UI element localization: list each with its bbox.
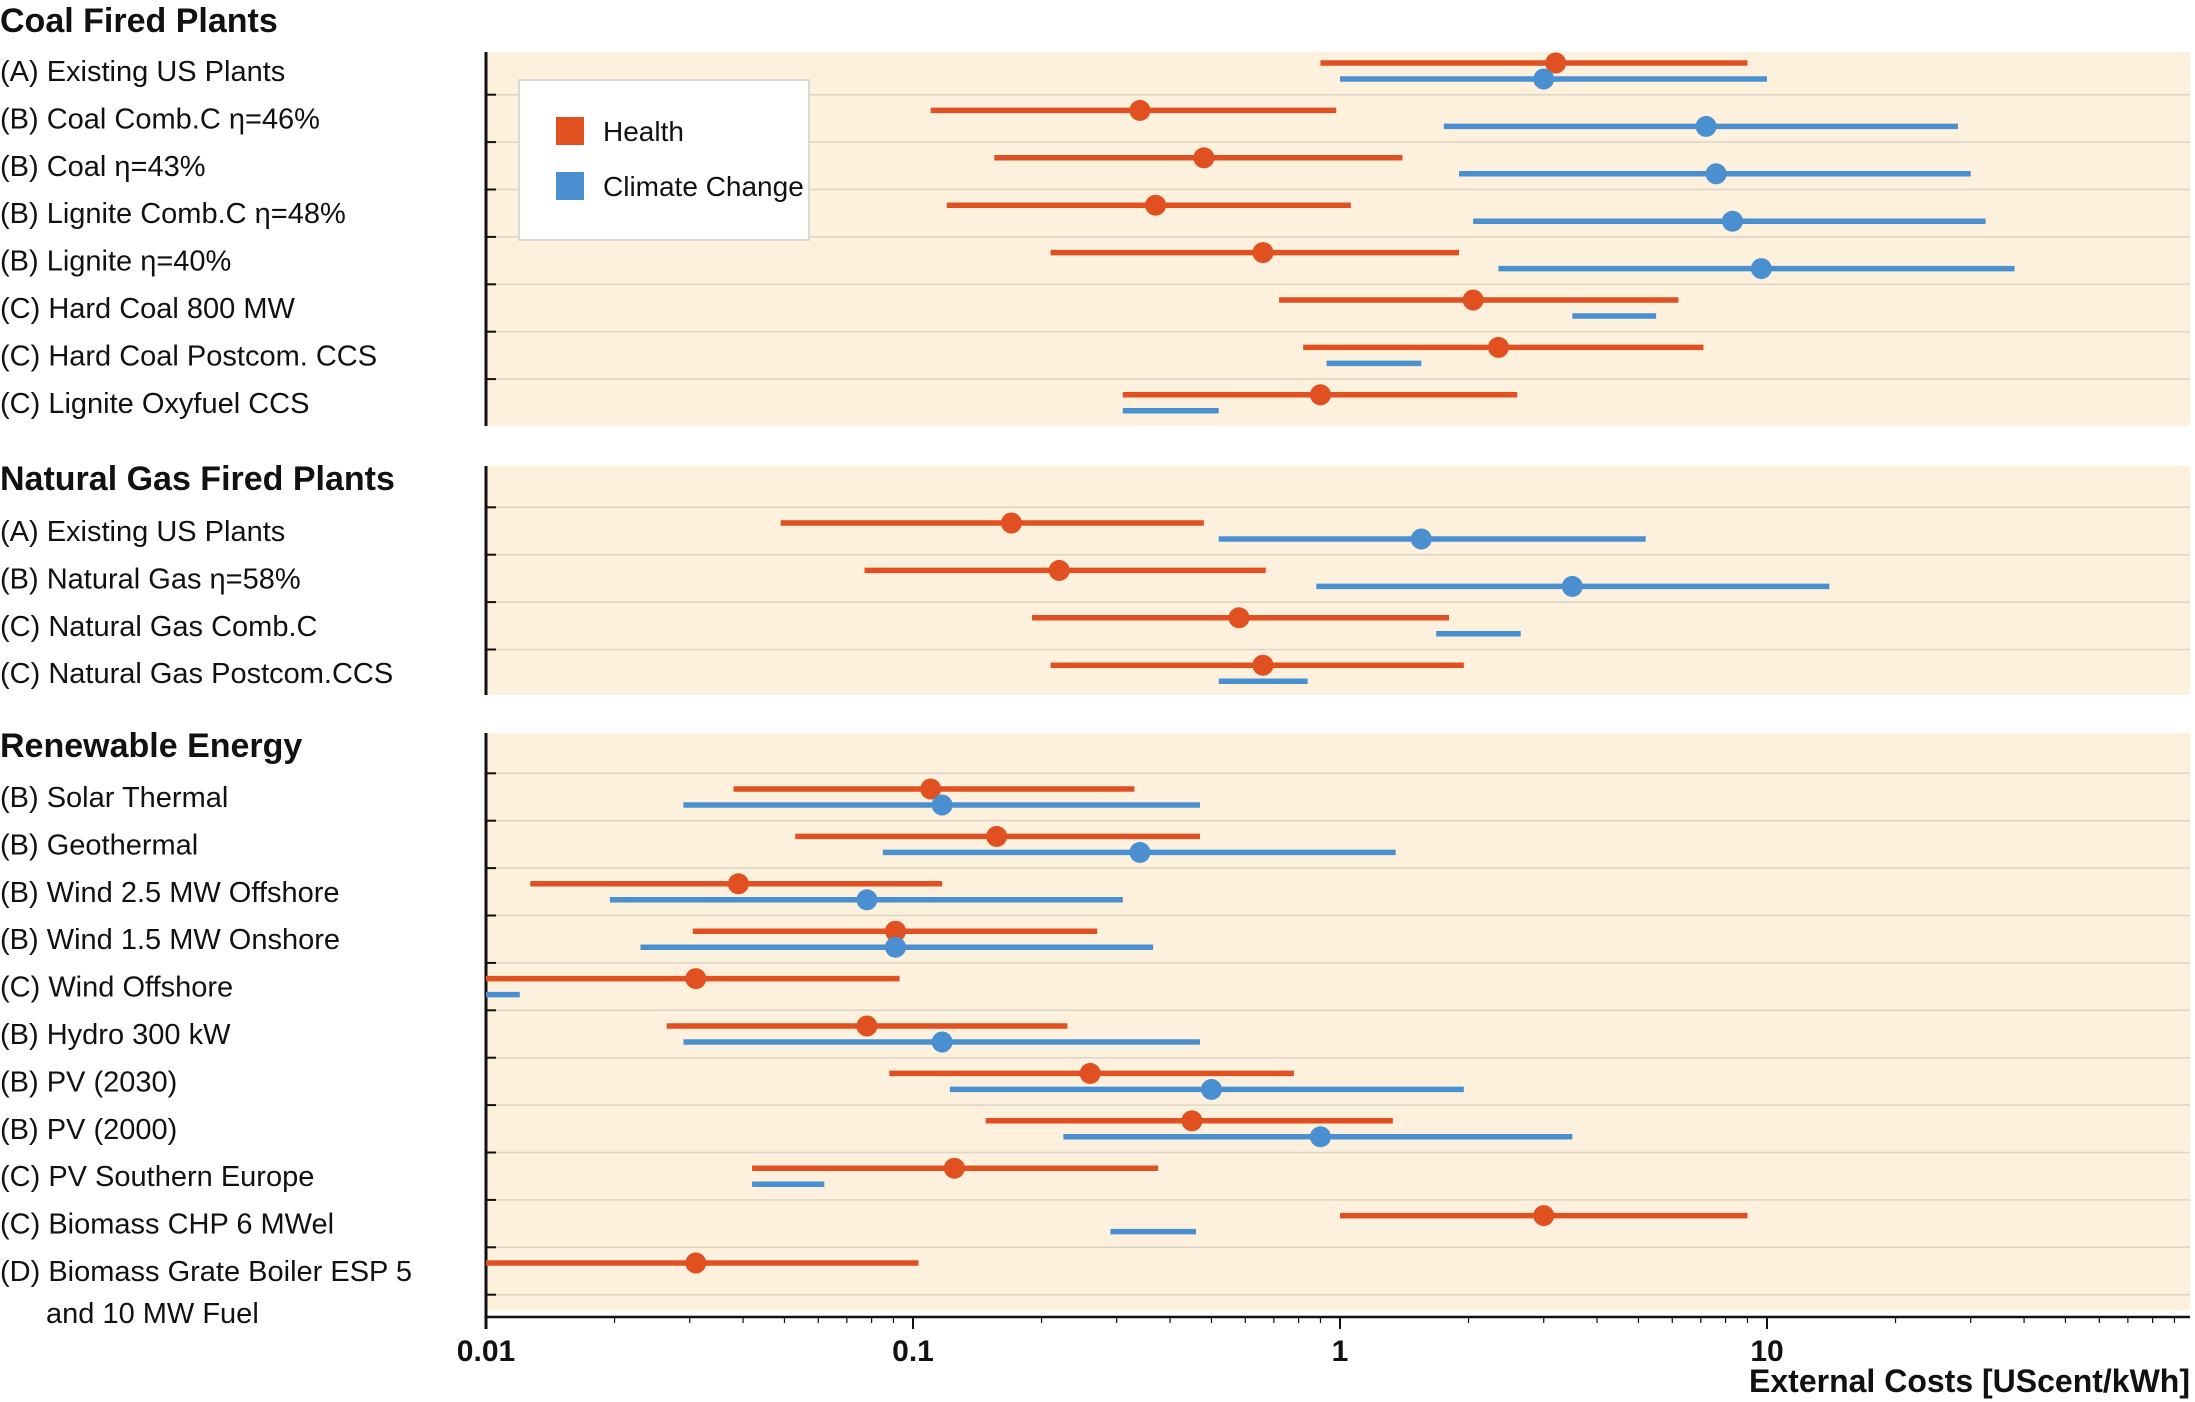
x-tick-label: 0.01 xyxy=(457,1335,515,1368)
health-point xyxy=(920,778,942,800)
health-point xyxy=(1487,336,1509,358)
row-label: (C) Wind Offshore xyxy=(0,972,233,1004)
climate-point xyxy=(1309,1126,1331,1148)
health-point xyxy=(986,825,1008,847)
row-label: (C) Hard Coal 800 MW xyxy=(0,293,296,325)
climate-point xyxy=(931,1031,953,1053)
climate-point xyxy=(1695,115,1717,137)
row-label: (B) Coal Comb.C η=46% xyxy=(0,103,320,135)
x-axis-label: External Costs [UScent/kWh] xyxy=(1749,1363,2190,1399)
row-label: (B) PV (2000) xyxy=(0,1114,177,1146)
climate-point xyxy=(856,889,878,911)
row-label: (B) Geothermal xyxy=(0,829,198,861)
health-point xyxy=(685,968,707,990)
health-point xyxy=(1228,607,1250,629)
health-point xyxy=(1252,242,1274,264)
health-point xyxy=(1079,1062,1101,1084)
row-label-line2: and 10 MW Fuel xyxy=(46,1298,259,1330)
row-label: (B) Coal η=43% xyxy=(0,151,206,183)
row-label: (B) Lignite η=40% xyxy=(0,246,231,278)
climate-point xyxy=(1561,575,1583,597)
health-point xyxy=(1309,384,1331,406)
group-panel xyxy=(486,733,2190,1310)
row-label: (C) Hard Coal Postcom. CCS xyxy=(0,340,377,372)
row-label: (C) Lignite Oxyfuel CCS xyxy=(0,388,309,420)
climate-point xyxy=(1721,210,1743,232)
health-point xyxy=(943,1157,965,1179)
health-point xyxy=(1145,194,1167,216)
health-point xyxy=(727,873,749,895)
x-tick-label: 10 xyxy=(1750,1335,1783,1368)
group-title: Natural Gas Fired Plants xyxy=(0,460,395,498)
health-point xyxy=(1129,99,1151,121)
row-label: (A) Existing US Plants xyxy=(0,516,285,548)
group-panel xyxy=(486,466,2190,695)
health-point xyxy=(885,920,907,942)
row-label: (A) Existing US Plants xyxy=(0,56,285,88)
row-label: (B) Natural Gas η=58% xyxy=(0,563,301,595)
row-label: (B) Wind 2.5 MW Offshore xyxy=(0,877,340,909)
legend-box xyxy=(518,79,810,241)
row-label: (B) Lignite Comb.C η=48% xyxy=(0,198,346,230)
row-label: (D) Biomass Grate Boiler ESP 5 xyxy=(0,1256,412,1288)
group-title: Coal Fired Plants xyxy=(0,2,278,40)
x-tick-label: 0.1 xyxy=(892,1335,934,1368)
climate-point xyxy=(1410,528,1432,550)
row-label: (B) Solar Thermal xyxy=(0,782,228,814)
climate-point xyxy=(1200,1078,1222,1100)
legend-health-label: Health xyxy=(603,116,684,147)
row-labels: Coal Fired Plants (A) Existing US Plants (… xyxy=(0,2,412,1330)
x-axis-ticks: 0.01 0.1 1 10 xyxy=(457,1317,2176,1368)
group-panels xyxy=(486,52,2190,1310)
health-point xyxy=(1181,1110,1203,1132)
climate-point xyxy=(1705,163,1727,185)
climate-point xyxy=(931,794,953,816)
health-point xyxy=(1000,512,1022,534)
health-point xyxy=(1252,654,1274,676)
health-point xyxy=(1048,559,1070,581)
climate-point xyxy=(885,936,907,958)
health-point xyxy=(1545,52,1567,74)
health-point xyxy=(1462,289,1484,311)
row-label: (C) Natural Gas Postcom.CCS xyxy=(0,658,393,690)
x-tick-label: 1 xyxy=(1332,1335,1349,1368)
legend-climate-label: Climate Change xyxy=(603,171,804,202)
row-label: (B) Wind 1.5 MW Onshore xyxy=(0,924,340,956)
row-label: (C) Natural Gas Comb.C xyxy=(0,611,317,643)
row-label: (B) PV (2030) xyxy=(0,1066,177,1098)
row-label: (C) PV Southern Europe xyxy=(0,1161,314,1193)
health-point xyxy=(856,1015,878,1037)
interval-bars xyxy=(486,52,2015,1274)
row-label: (C) Biomass CHP 6 MWel xyxy=(0,1209,334,1241)
climate-point xyxy=(1533,68,1555,90)
health-point xyxy=(685,1252,707,1274)
climate-point xyxy=(1129,841,1151,863)
health-point xyxy=(1193,147,1215,169)
health-point xyxy=(1533,1205,1555,1227)
row-label: (B) Hydro 300 kW xyxy=(0,1019,231,1051)
climate-point xyxy=(1750,258,1772,280)
legend: Health Climate Change xyxy=(518,79,810,241)
legend-climate-swatch xyxy=(556,172,584,200)
group-title: Renewable Energy xyxy=(0,727,302,765)
axes xyxy=(484,52,2190,1329)
legend-health-swatch xyxy=(556,117,584,145)
